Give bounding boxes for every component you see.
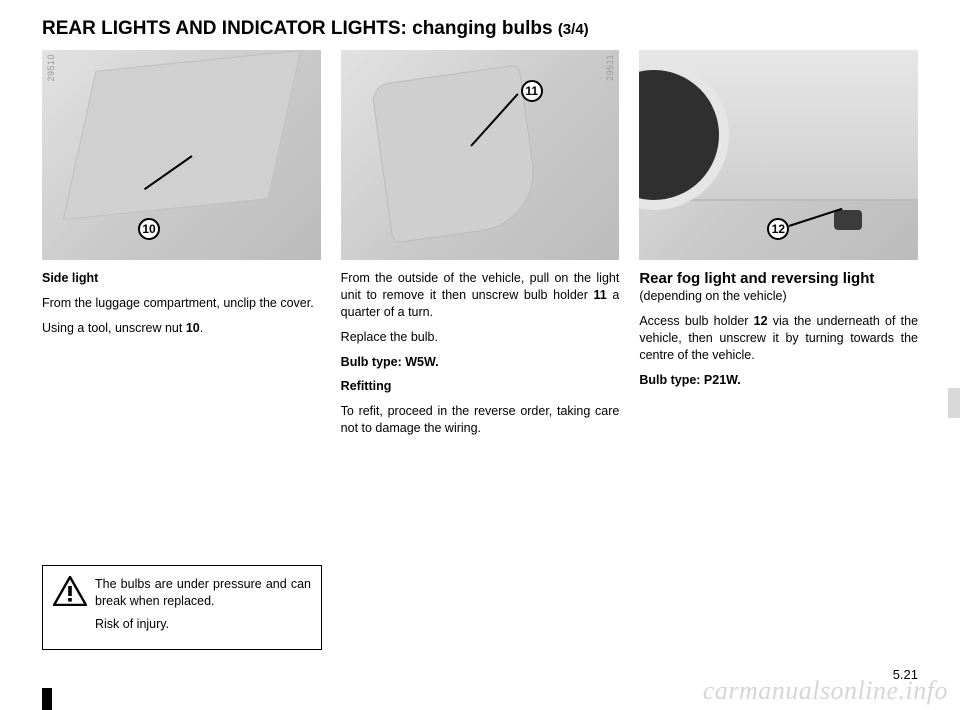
page-title: REAR LIGHTS AND INDICATOR LIGHTS: changi…: [42, 18, 558, 39]
side-tab: [948, 388, 960, 418]
col1-text: Side light From the luggage compartment,…: [42, 270, 321, 337]
col2-p2: Replace the bulb.: [341, 329, 620, 346]
callout-12-label: 12: [772, 223, 785, 235]
warning-icon: [53, 576, 87, 606]
figure-2: 29511 11: [341, 50, 620, 260]
column-1: 29510 10 Side light From the luggage com…: [42, 50, 321, 445]
col3-p1a: Access bulb holder: [639, 314, 753, 328]
warning-p2: Risk of injury.: [95, 616, 311, 633]
col1-p2c: .: [200, 321, 203, 335]
page-title-row: REAR LIGHTS AND INDICATOR LIGHTS: changi…: [42, 18, 918, 40]
figure-1: 29510 10: [42, 50, 321, 260]
figure-3-foglight: [834, 210, 862, 230]
col1-p2-ref: 10: [186, 321, 200, 335]
col3-text: Rear fog light and reversing light (depe…: [639, 270, 918, 388]
col2-p4: To refit, proceed in the reverse order, …: [341, 403, 620, 437]
col1-heading: Side light: [42, 270, 321, 287]
column-3: 29542 12 Rear fog light and reversing li…: [639, 50, 918, 445]
col3-heading: Rear fog light and reversing light: [639, 270, 918, 288]
col2-p1a: From the outside of the vehicle, pull on…: [341, 271, 620, 302]
warning-p1: The bulbs are under pressure and can bre…: [95, 576, 311, 610]
col2-p3: Bulb type: W5W.: [341, 354, 620, 371]
col3-p1-ref: 12: [754, 314, 768, 328]
columns: 29510 10 Side light From the luggage com…: [42, 50, 918, 445]
callout-12: 12: [767, 218, 789, 240]
col2-h2: Refitting: [341, 378, 620, 395]
warning-text: The bulbs are under pressure and can bre…: [95, 576, 311, 639]
figure-2-ref: 29511: [605, 54, 615, 81]
col3-p2: Bulb type: P21W.: [639, 372, 918, 389]
callout-10: 10: [138, 218, 160, 240]
crop-mark: [42, 688, 52, 710]
manual-page: REAR LIGHTS AND INDICATOR LIGHTS: changi…: [0, 0, 960, 710]
callout-11-label: 11: [525, 85, 538, 97]
col1-p2a: Using a tool, unscrew nut: [42, 321, 186, 335]
figure-2-illustration: [370, 64, 541, 243]
col2-p1: From the outside of the vehicle, pull on…: [341, 270, 620, 321]
col1-p2: Using a tool, unscrew nut 10.: [42, 320, 321, 337]
column-2: 29511 11 From the outside of the vehicle…: [341, 50, 620, 445]
col3-sub: (depending on the vehicle): [639, 288, 918, 305]
col2-p1-ref: 11: [594, 288, 607, 302]
col3-p1: Access bulb holder 12 via the underneath…: [639, 313, 918, 364]
callout-11: 11: [521, 80, 543, 102]
figure-1-illustration: [63, 50, 301, 220]
warning-box: The bulbs are under pressure and can bre…: [42, 565, 322, 650]
figure-1-ref: 29510: [46, 54, 56, 82]
watermark: carmanualsonline.info: [703, 676, 948, 706]
figure-3: 29542 12: [639, 50, 918, 260]
col1-p1: From the luggage compartment, unclip the…: [42, 295, 321, 312]
page-title-part: (3/4): [558, 21, 589, 38]
callout-10-label: 10: [142, 223, 155, 235]
col2-text: From the outside of the vehicle, pull on…: [341, 270, 620, 437]
